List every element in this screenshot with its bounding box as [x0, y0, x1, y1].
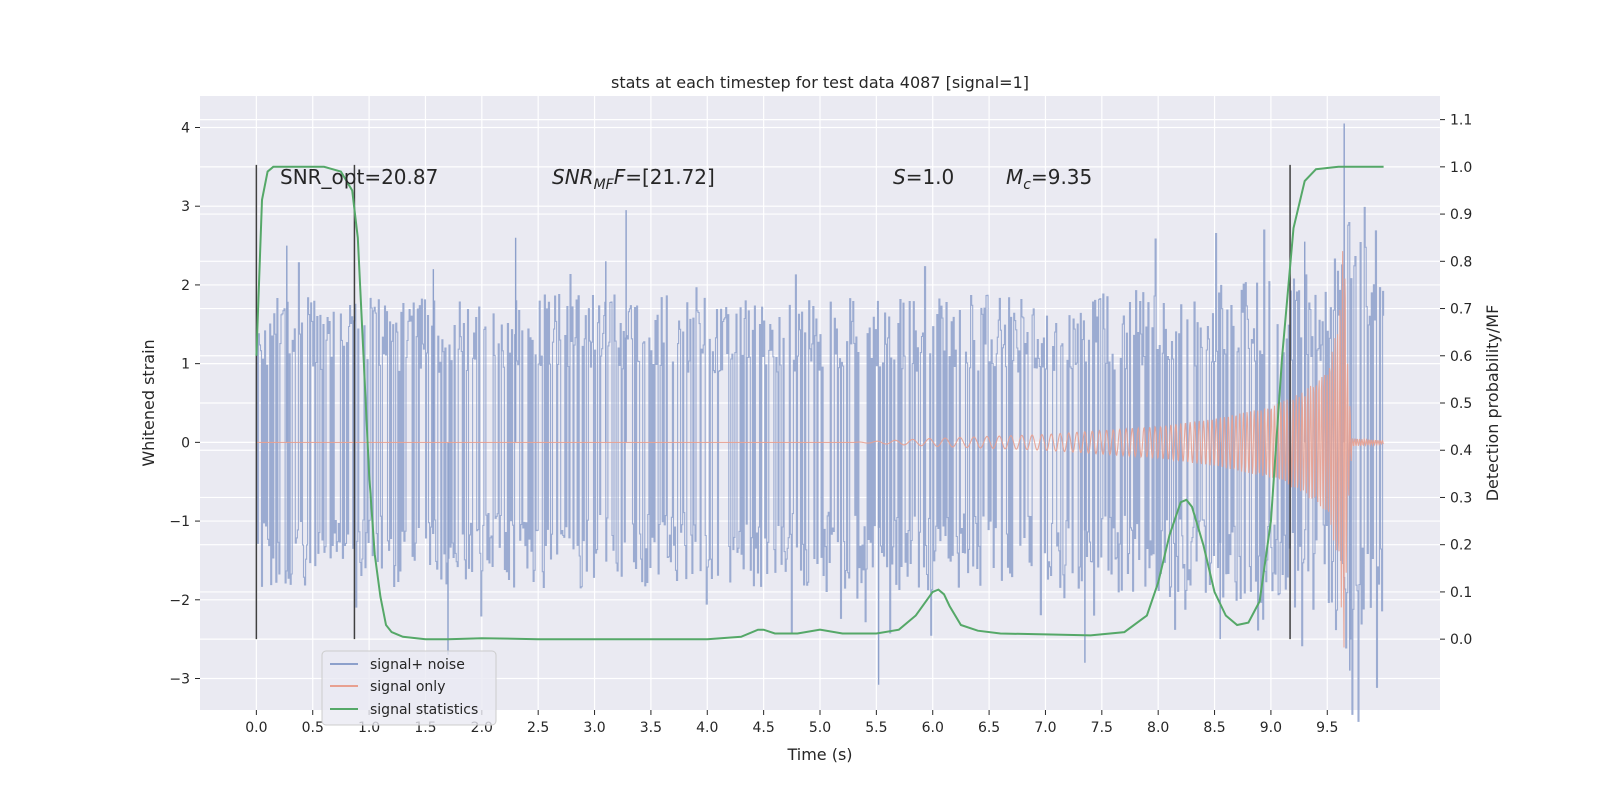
snr-mf-sub: MF — [594, 177, 615, 193]
annotation-s: S=1.0 — [893, 165, 954, 189]
y-tick-label: 2 — [181, 278, 190, 294]
x-tick-label: 5.5 — [865, 720, 887, 736]
y-tick-label: 4 — [181, 120, 190, 136]
y-axis-right: 0.0 0.1 0.2 0.3 0.4 0.5 0.6 0.7 0.8 0.9 1.0 1.1 — [1440, 113, 1472, 648]
mc-sub: c — [1023, 177, 1031, 193]
y-right-tick-label: 0.8 — [1450, 254, 1472, 270]
s-label: S — [893, 165, 906, 189]
snr-mf-base: SNR — [552, 165, 594, 189]
y-right-tick-label: 0.2 — [1450, 538, 1472, 554]
y-tick-label: −3 — [169, 672, 190, 688]
y-right-tick-label: 0.9 — [1450, 207, 1472, 223]
x-tick-label: 6.5 — [978, 720, 1000, 736]
y-right-tick-label: 0.1 — [1450, 585, 1472, 601]
y-right-tick-label: 0.4 — [1450, 443, 1472, 459]
annotation-snr-opt: SNR_opt=20.87 — [280, 165, 438, 189]
series-signal-noise — [255, 123, 1385, 722]
y-right-tick-label: 0.5 — [1450, 396, 1472, 412]
x-tick-label: 8.0 — [1147, 720, 1169, 736]
x-tick-label: 7.0 — [1034, 720, 1056, 736]
y-axis-label: Whitened strain — [139, 339, 158, 466]
mc-rest: =9.35 — [1031, 165, 1092, 189]
legend: signal+ noise signal only signal statist… — [321, 650, 497, 726]
x-tick-label: 0.0 — [245, 720, 267, 736]
annotation-mc: Mc=9.35 — [1006, 165, 1092, 193]
y-right-tick-label: 1.0 — [1450, 160, 1472, 176]
signal-statistics-line — [255, 165, 1384, 641]
chart-title: stats at each timestep for test data 408… — [611, 73, 1029, 92]
x-tick-label: 6.0 — [922, 720, 944, 736]
x-tick-label: 4.5 — [753, 720, 775, 736]
y-right-tick-label: 0.0 — [1450, 632, 1472, 648]
x-tick-label: 4.0 — [696, 720, 718, 736]
x-axis-label: Time (s) — [786, 745, 852, 764]
x-tick-label: 9.0 — [1260, 720, 1282, 736]
y-tick-label: −1 — [169, 514, 190, 530]
annotation-snr-mf: SNRMFF=[21.72] — [552, 165, 715, 193]
signal-only-trace — [256, 251, 1384, 648]
y-right-tick-label: 0.6 — [1450, 349, 1472, 365]
legend-label-signal-only: signal only — [370, 679, 445, 695]
legend-label-signal-noise: signal+ noise — [370, 657, 465, 673]
snr-mf-f: F — [614, 165, 626, 189]
x-tick-label: 3.5 — [640, 720, 662, 736]
series-signal-statistics — [255, 165, 1384, 641]
y-tick-label: 0 — [181, 435, 190, 451]
x-tick-label: 0.5 — [302, 720, 324, 736]
vertical-markers — [255, 164, 1291, 640]
mc-base: M — [1006, 165, 1023, 189]
y-tick-label: −2 — [169, 593, 190, 609]
y-axis-left: −3 −2 −1 0 1 2 3 4 — [169, 120, 200, 688]
y-tick-label: 1 — [181, 357, 190, 373]
y-right-tick-label: 0.3 — [1450, 490, 1472, 506]
series-signal-only — [256, 251, 1384, 648]
x-tick-label: 8.5 — [1203, 720, 1225, 736]
legend-label-signal-statistics: signal statistics — [370, 702, 478, 718]
x-tick-label: 2.5 — [527, 720, 549, 736]
x-tick-label: 3.0 — [583, 720, 605, 736]
x-tick-label: 5.0 — [809, 720, 831, 736]
y-right-tick-label: 1.1 — [1450, 113, 1472, 129]
signal-noise-trace — [255, 206, 1385, 722]
legend-box — [321, 650, 497, 726]
x-tick-label: 9.5 — [1316, 720, 1338, 736]
y-axis-right-label: Detection probability/MF — [1483, 305, 1502, 502]
y-right-tick-label: 0.7 — [1450, 302, 1472, 318]
y-tick-label: 3 — [181, 199, 190, 215]
snr-mf-rest: =[21.72] — [625, 165, 715, 189]
s-rest: =1.0 — [906, 165, 955, 189]
x-tick-label: 7.5 — [1091, 720, 1113, 736]
